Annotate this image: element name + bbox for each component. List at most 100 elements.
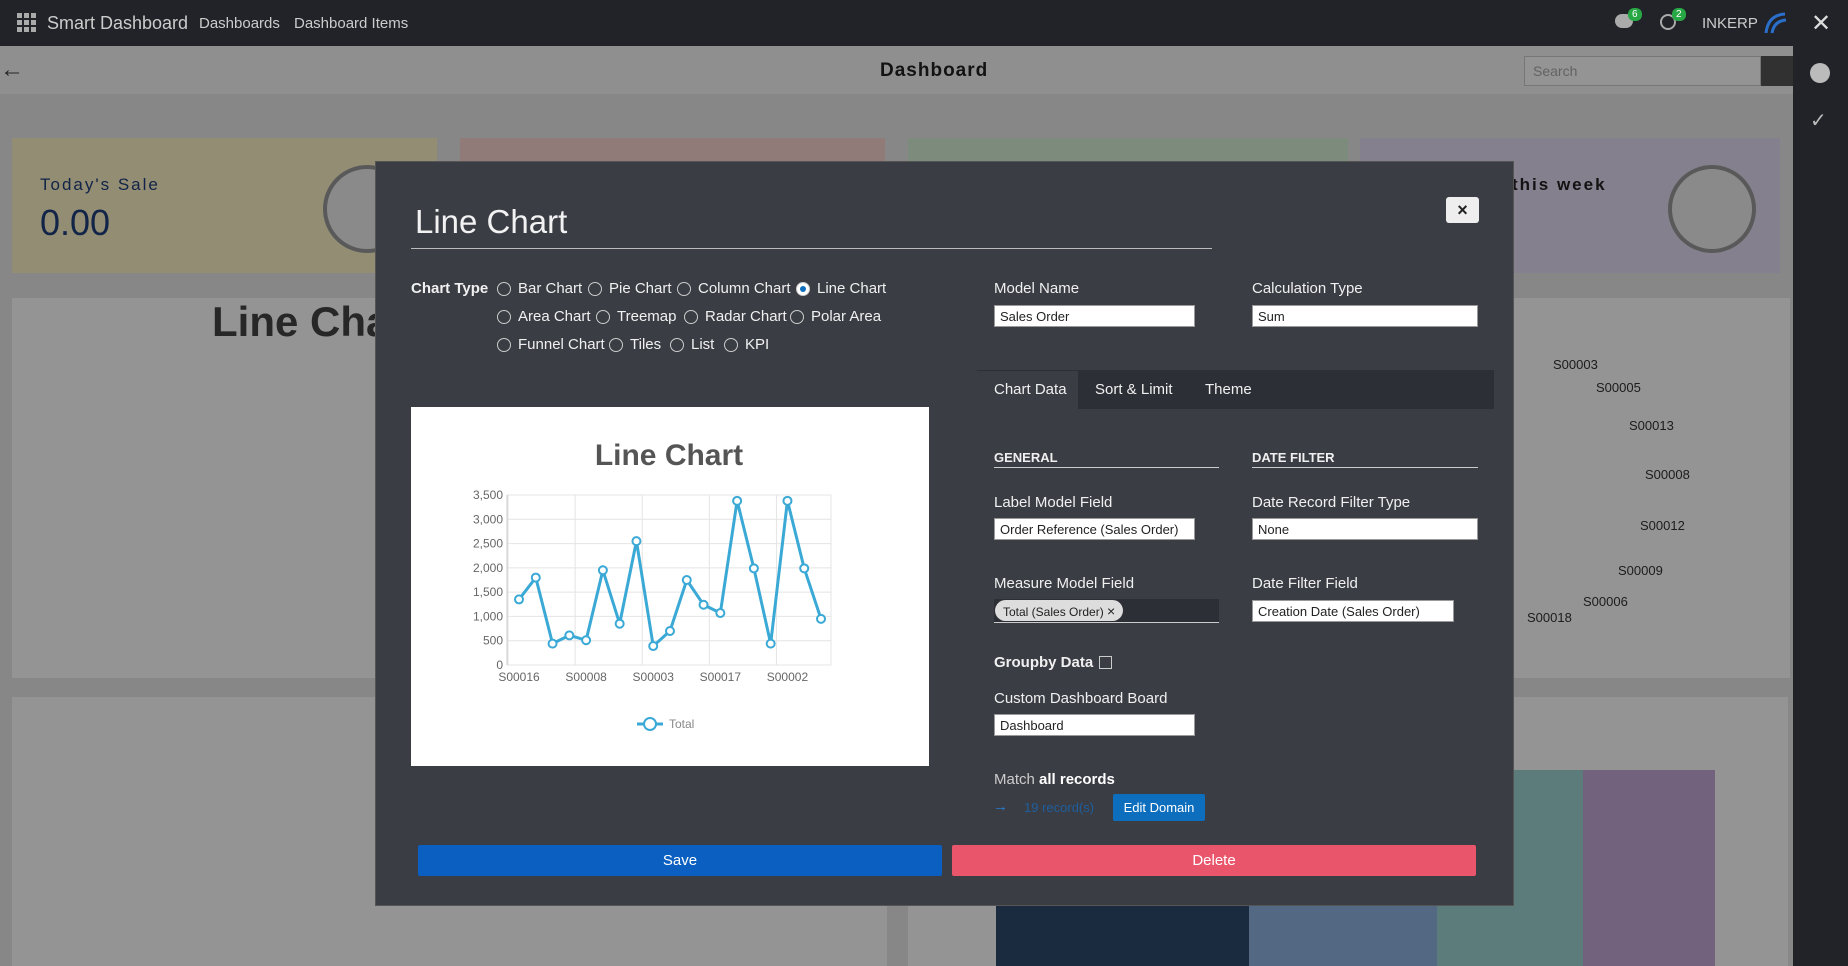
chart-icon[interactable]	[1810, 63, 1830, 83]
name-underline	[411, 248, 1212, 249]
chart-title: Line Chart	[595, 439, 743, 472]
close-button[interactable]: ×	[1446, 197, 1479, 223]
calculation-type-input[interactable]: Sum	[1252, 305, 1478, 327]
back-arrow[interactable]: ←	[0, 56, 24, 83]
point	[564, 630, 575, 641]
brand[interactable]: Smart Dashboard	[47, 13, 189, 33]
radio[interactable]	[588, 282, 602, 296]
match-prefix: Match	[994, 771, 1035, 788]
date-filter-field-input[interactable]: Creation Date (Sales Order)	[1252, 600, 1454, 622]
record-count[interactable]: 19 record(s)	[1024, 800, 1095, 815]
chat-badge: 6	[1628, 8, 1642, 21]
point	[698, 599, 709, 610]
treemap-cell	[1583, 770, 1715, 966]
point	[715, 608, 726, 619]
radio-label[interactable]: KPI	[745, 336, 770, 353]
point	[665, 626, 675, 636]
y-tick-label: 2,000	[473, 561, 503, 575]
groupby-checkbox[interactable]	[1099, 656, 1112, 669]
radio-label[interactable]: Funnel Chart	[518, 336, 605, 353]
radio[interactable]	[790, 310, 804, 324]
point	[530, 572, 541, 583]
pie-label: S00012	[1640, 518, 1685, 533]
name-input[interactable]: Line Chart	[415, 203, 568, 240]
y-tick-label: 3,000	[473, 512, 503, 526]
search-input[interactable]: Search	[1524, 56, 1761, 86]
radio[interactable]	[497, 338, 511, 352]
close-icon[interactable]: ✕	[1811, 10, 1832, 37]
radio[interactable]	[684, 310, 698, 324]
radio-dot	[800, 286, 806, 292]
activity-icon[interactable]	[1660, 14, 1676, 30]
y-tick-label: 1,000	[473, 609, 503, 623]
header-bar	[0, 46, 1793, 94]
edit-domain-button[interactable]: Edit Domain	[1113, 794, 1205, 821]
point	[765, 638, 776, 649]
y-tick-label: 1,500	[473, 585, 503, 599]
company[interactable]: INKERP	[1702, 15, 1758, 32]
match-strong: all records	[1039, 771, 1115, 788]
point	[514, 594, 524, 605]
chart-type-label: Chart Type	[411, 280, 489, 297]
pie-label: S00006	[1583, 594, 1628, 609]
radio[interactable]	[670, 338, 684, 352]
radio-label[interactable]: Treemap	[617, 308, 677, 325]
radio[interactable]	[609, 338, 623, 352]
pie-label: S00003	[1553, 357, 1598, 372]
tile-title: this week	[1512, 175, 1607, 194]
tab[interactable]: Chart Data	[994, 381, 1067, 398]
radio[interactable]	[724, 338, 738, 352]
y-tick-label: 500	[483, 634, 503, 648]
right-sidebar: ✕ ✓	[1793, 0, 1848, 966]
field-label: Label Model Field	[994, 494, 1113, 511]
radio[interactable]	[677, 282, 691, 296]
x-tick-label: S00003	[633, 670, 675, 684]
tab[interactable]: Theme	[1205, 381, 1252, 398]
date-filter-type-input[interactable]: None	[1252, 518, 1478, 540]
radio[interactable]	[596, 310, 610, 324]
custom-board-input[interactable]: Dashboard	[994, 714, 1195, 736]
tab[interactable]: Sort & Limit	[1095, 381, 1173, 398]
pie-label: S00005	[1596, 380, 1641, 395]
radio-label[interactable]: Column Chart	[698, 280, 791, 297]
radio-label[interactable]: Tiles	[630, 336, 662, 353]
section-rule	[994, 467, 1219, 468]
point	[648, 641, 659, 652]
apps-icon[interactable]	[17, 13, 37, 33]
radio-label[interactable]: List	[691, 336, 715, 353]
radio-label[interactable]: Bar Chart	[518, 280, 583, 297]
tile-title: Today's Sale	[40, 175, 160, 194]
check-icon[interactable]: ✓	[1810, 110, 1827, 132]
preview-box	[411, 407, 929, 766]
point	[597, 565, 608, 576]
y-tick-label: 2,500	[473, 537, 503, 551]
radio-label[interactable]: Radar Chart	[705, 308, 787, 325]
radio-label[interactable]: Polar Area	[811, 308, 882, 325]
save-button[interactable]: Save	[418, 845, 942, 876]
radio-label[interactable]: Area Chart	[518, 308, 591, 325]
match-text: Match all records	[994, 771, 1115, 788]
field-label: Custom Dashboard Board	[994, 690, 1168, 707]
point	[732, 495, 743, 506]
field-label: Date Record Filter Type	[1252, 494, 1411, 511]
radio[interactable]	[497, 310, 511, 324]
preview-chart: Line Chart 0 500 1,000 1,500 2,000 2,500 3,000 3…	[473, 439, 832, 731]
field-label: Groupby Data	[994, 654, 1094, 671]
y-tick-label: 0	[496, 658, 503, 672]
menu-item[interactable]: Dashboards	[199, 15, 280, 32]
tag-remove[interactable]: ×	[1107, 603, 1116, 619]
radio-label[interactable]: Pie Chart	[609, 280, 672, 297]
radio-label[interactable]: Line Chart	[817, 280, 887, 297]
label-field-input[interactable]: Order Reference (Sales Order)	[994, 518, 1195, 540]
pie-label: S00009	[1618, 563, 1663, 578]
pie-label: S00018	[1527, 610, 1572, 625]
tag-text: Total (Sales Order)	[1003, 605, 1104, 619]
tile-value: 0.00	[40, 202, 111, 243]
point	[581, 635, 592, 646]
model-name-input[interactable]: Sales Order	[994, 305, 1195, 327]
search-button[interactable]	[1761, 56, 1793, 86]
menu-item[interactable]: Dashboard Items	[294, 15, 409, 32]
delete-button[interactable]: Delete	[952, 845, 1476, 876]
radio[interactable]	[497, 282, 511, 296]
